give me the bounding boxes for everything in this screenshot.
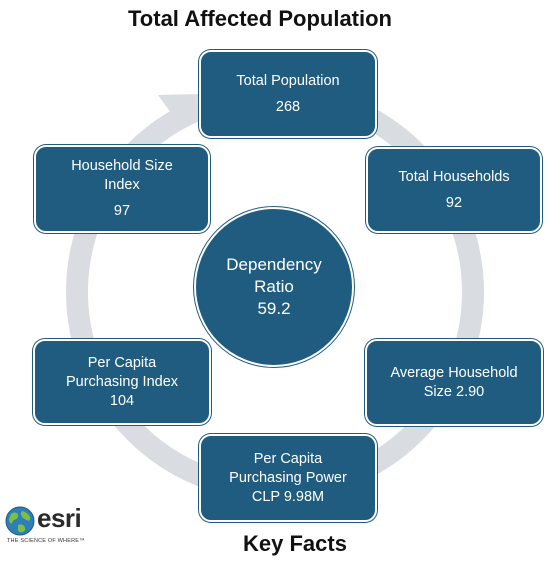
esri-tagline: THE SCIENCE OF WHERE™ <box>7 538 85 544</box>
total-population-value: 268 <box>275 98 301 115</box>
key-facts-title: Key Facts <box>243 531 347 556</box>
per-capita-purchasing-power-label-1: Per Capita <box>253 450 323 467</box>
household-size-index-label-2: Index <box>104 177 140 193</box>
per-capita-purchasing-index-label-2: Purchasing Index <box>65 373 179 390</box>
cycle-arrow-head <box>158 94 200 124</box>
total-households-label: Total Households <box>398 168 510 185</box>
esri-logo: esri THE SCIENCE OF WHERE™ <box>4 503 104 551</box>
average-household-size-label-1: Average Household <box>390 364 518 381</box>
dependency-ratio-circle: Dependency Ratio 59.2 <box>194 207 354 367</box>
average-household-size-box: Average Household Size 2.90 <box>365 339 543 426</box>
total-population-box: Total Population 268 <box>199 50 377 138</box>
per-capita-purchasing-index-value: 104 <box>109 392 135 409</box>
esri-wordmark: esri <box>37 503 82 533</box>
per-capita-purchasing-power-box: Per Capita Purchasing Power CLP 9.98M <box>199 434 377 522</box>
per-capita-purchasing-power-label-2: Purchasing Power <box>229 469 347 486</box>
household-size-index-value: 97 <box>113 203 131 219</box>
total-households-box: Total Households 92 <box>366 147 542 233</box>
page-title: Total Affected Population <box>128 6 392 31</box>
total-population-label: Total Population <box>236 72 340 89</box>
dependency-ratio-value: 59.2 <box>257 299 291 318</box>
per-capita-purchasing-index-label-1: Per Capita <box>87 354 157 371</box>
household-size-index-label-1: Household Size <box>71 158 173 174</box>
total-households-value: 92 <box>445 194 463 211</box>
average-household-size-label-2: Size 2.90 <box>423 383 485 400</box>
per-capita-purchasing-index-box: Per Capita Purchasing Index 104 <box>33 339 211 425</box>
dependency-ratio-label-1: Dependency <box>226 255 322 274</box>
household-size-index-box: Household Size Index 97 <box>34 145 210 233</box>
per-capita-purchasing-power-label-3: CLP 9.98M <box>251 488 325 505</box>
globe-icon <box>5 506 35 536</box>
dependency-ratio-label-2: Ratio <box>254 277 294 296</box>
